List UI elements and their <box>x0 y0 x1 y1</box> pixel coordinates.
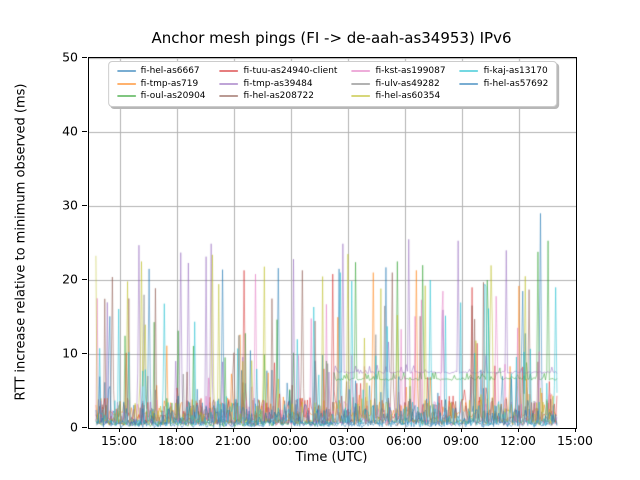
legend-item-fi-oul-as20904: fi-oul-as20904 <box>116 90 206 103</box>
y-tick-label: 0 <box>70 419 78 435</box>
x-tick-mark <box>233 428 235 432</box>
legend-item-fi-kst-as199087: fi-kst-as199087 <box>351 65 446 78</box>
legend-item-fi-hel-as208722: fi-hel-as208722 <box>219 90 338 103</box>
x-tick-mark <box>575 428 576 432</box>
legend-line-swatch <box>351 70 371 73</box>
legend-item-fi-tmp-as719: fi-tmp-as719 <box>116 78 206 91</box>
legend-line-swatch <box>351 82 371 85</box>
legend-label: fi-oul-as20904 <box>140 91 206 101</box>
legend-label: fi-kst-as199087 <box>375 66 446 76</box>
x-tick-label: 12:00 <box>499 433 537 448</box>
legend-item-fi-tuu-as24940-client: fi-tuu-as24940-client <box>219 65 338 78</box>
y-tick-label: 10 <box>62 345 78 361</box>
legend-label: fi-hel-as60354 <box>375 91 441 101</box>
x-tick-label: 15:00 <box>556 433 594 448</box>
y-axis-label: RTT increase relative to minimum observe… <box>13 83 29 401</box>
legend-label: fi-tmp-as39484 <box>243 78 313 89</box>
x-tick-mark <box>461 428 462 432</box>
legend-line-swatch <box>116 82 136 85</box>
x-tick-mark <box>119 428 121 432</box>
x-axis-label: Time (UTC) <box>295 450 368 465</box>
x-tick-mark <box>404 428 405 432</box>
legend-label: fi-tuu-as24940-client <box>243 66 338 76</box>
x-tick-label: 18:00 <box>158 433 195 448</box>
y-tick-mark <box>82 131 87 132</box>
x-tick-label: 09:00 <box>442 433 480 448</box>
legend-line-swatch <box>219 95 239 98</box>
legend-item-fi-kaj-as13170: fi-kaj-as13170 <box>459 65 549 78</box>
x-tick-mark <box>176 428 178 432</box>
legend-line-swatch <box>351 95 371 98</box>
x-tick-mark <box>347 428 348 432</box>
legend-label: fi-hel-as6667 <box>140 66 200 76</box>
legend-line-swatch <box>459 82 479 85</box>
x-tick-label: 15:00 <box>101 433 138 448</box>
y-tick-label: 30 <box>62 197 78 213</box>
legend-line-swatch <box>219 82 239 85</box>
legend-line-swatch <box>116 95 136 98</box>
legend-label: fi-tmp-as719 <box>140 78 199 89</box>
y-tick-mark <box>82 57 87 58</box>
y-tick-mark <box>82 279 87 280</box>
legend-label: fi-hel-as57692 <box>483 78 549 89</box>
x-tick-mark <box>518 428 519 432</box>
chart-title: Anchor mesh pings (FI -> de-aah-as34953)… <box>151 29 512 47</box>
legend-item-fi-hel-as60354: fi-hel-as60354 <box>351 90 445 103</box>
y-tick-label: 50 <box>62 49 78 65</box>
x-tick-label: 00:00 <box>272 433 309 448</box>
x-tick-label: 03:00 <box>328 433 366 448</box>
legend: fi-hel-as6667 fi-tmp-as719 fi-oul-as20904 f… <box>107 61 558 107</box>
legend-label: fi-kaj-as13170 <box>483 66 548 76</box>
legend-line-swatch <box>116 70 136 73</box>
x-tick-label: 06:00 <box>385 433 423 448</box>
plot-canvas <box>89 58 576 428</box>
y-tick-mark <box>82 353 87 354</box>
legend-label: fi-ulv-as49282 <box>375 78 440 89</box>
y-tick-label: 20 <box>62 271 78 287</box>
legend-item-fi-hel-as6667: fi-hel-as6667 <box>116 65 206 78</box>
legend-item-fi-hel-as57692: fi-hel-as57692 <box>459 78 549 91</box>
y-tick-mark <box>82 205 87 206</box>
legend-line-swatch <box>219 70 239 73</box>
legend-line-swatch <box>459 70 479 73</box>
plot-area: fi-hel-as6667 fi-tmp-as719 fi-oul-as20904 f… <box>88 57 577 429</box>
x-tick-mark <box>290 428 292 432</box>
legend-item-fi-tmp-as39484: fi-tmp-as39484 <box>219 78 338 91</box>
x-tick-label: 21:00 <box>215 433 252 448</box>
legend-item-fi-ulv-as49282: fi-ulv-as49282 <box>351 78 445 91</box>
y-tick-label: 40 <box>62 123 78 139</box>
legend-label: fi-hel-as208722 <box>243 91 315 101</box>
y-tick-mark <box>82 427 87 428</box>
